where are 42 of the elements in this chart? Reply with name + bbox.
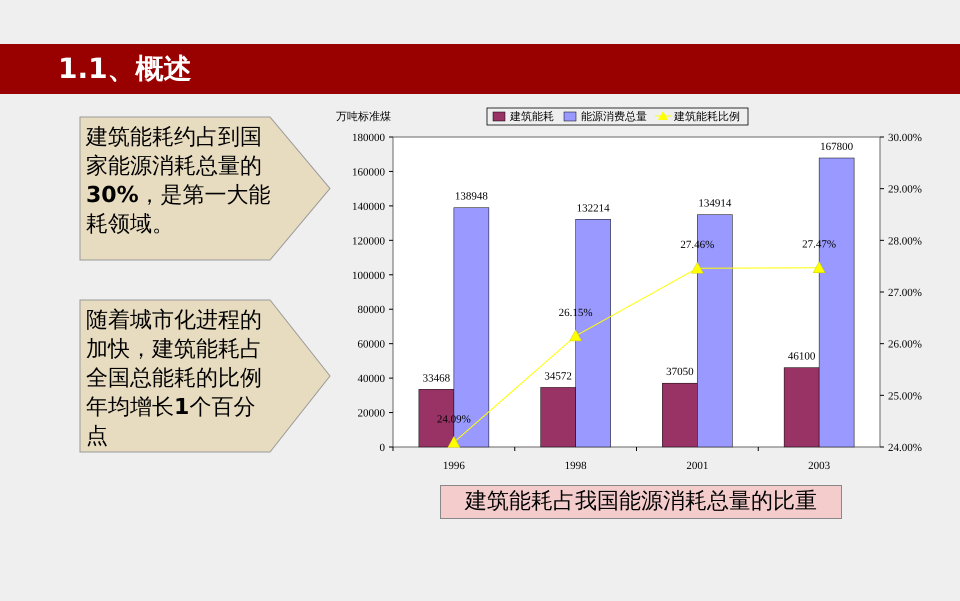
y2-tick-label: 28.00% xyxy=(888,235,922,248)
x-tick-label: 1996 xyxy=(442,460,466,472)
data-label: 33468 xyxy=(422,372,451,384)
data-label: 46100 xyxy=(788,350,816,363)
y2-tick-label: 26.00% xyxy=(888,338,922,351)
y2-tick-label: 27.00% xyxy=(888,287,922,299)
y-tick-label: 80000 xyxy=(358,304,386,316)
legend-label: 建筑能耗 xyxy=(509,110,554,123)
x-tick-label: 1998 xyxy=(564,460,588,472)
y-axis-title: 万吨标准煤 xyxy=(336,110,391,123)
y-tick-label: 160000 xyxy=(352,166,386,178)
x-tick-label: 2003 xyxy=(808,460,831,472)
data-label: 132214 xyxy=(576,202,610,214)
point xyxy=(812,261,826,273)
text: 建筑能耗约占到国家能源消耗总量的30%，是第一大能耗领域。 xyxy=(86,125,271,237)
x-tick-label: 2001 xyxy=(686,460,708,472)
y-tick-label: 40000 xyxy=(358,373,386,386)
data-label: 34572 xyxy=(544,370,572,382)
text: 1.1、概述 xyxy=(58,52,192,85)
y2-tick-label: 30.00% xyxy=(888,132,922,144)
point xyxy=(448,436,460,448)
y-tick-label: 180000 xyxy=(352,132,386,144)
y-tick-label: 60000 xyxy=(358,338,386,351)
legend-label: 能源消费总量 xyxy=(581,110,647,123)
text: 建筑能耗占我国能源消耗总量的比重 xyxy=(465,489,817,514)
data-label: 134914 xyxy=(698,198,732,210)
data-label: 24.09% xyxy=(436,413,471,426)
y-tick-label: 140000 xyxy=(352,200,386,213)
y-tick-label: 120000 xyxy=(352,235,386,248)
y2-tick-label: 24.00% xyxy=(888,442,922,454)
text: 随着城市化进程的加快，建筑能耗占全国总能耗的比例年均增长1个百分点 xyxy=(86,308,262,449)
y-tick-label: 0 xyxy=(380,442,386,454)
point xyxy=(569,330,582,342)
y2-tick-label: 25.00% xyxy=(888,390,922,402)
point xyxy=(691,262,704,274)
data-label: 167800 xyxy=(820,141,854,154)
y2-tick-label: 29.00% xyxy=(888,184,922,196)
y-tick-label: 100000 xyxy=(352,270,386,282)
y-tick-label: 20000 xyxy=(358,408,386,420)
data-label: 37050 xyxy=(666,366,694,378)
legend-label: 建筑能耗比例 xyxy=(673,110,740,123)
data-label: 138948 xyxy=(454,190,488,203)
